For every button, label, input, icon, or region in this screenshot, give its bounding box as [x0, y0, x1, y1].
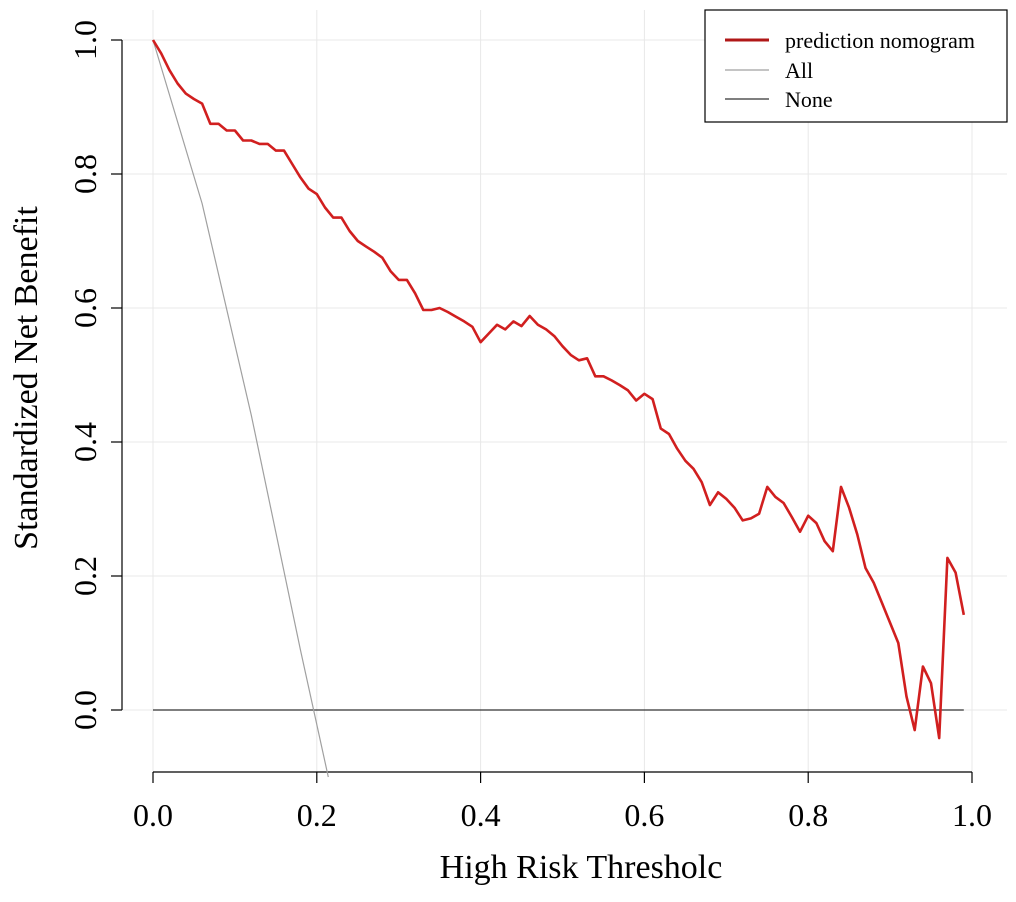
y-tick-label-5: 1.0 — [67, 20, 103, 60]
y-tick-label-3: 0.6 — [67, 288, 103, 328]
y-axis-title: Standardized Net Benefit — [8, 206, 45, 550]
x-tick-label-3: 0.6 — [624, 797, 664, 833]
legend-box — [704, 9, 1008, 123]
x-tick-label-1: 0.2 — [297, 797, 337, 833]
y-tick-label-0: 0.0 — [67, 690, 103, 730]
legend-label-prediction-nomogram: prediction nomogram — [785, 28, 975, 53]
x-tick-label-0: 0.0 — [133, 797, 173, 833]
x-tick-label-2: 0.4 — [461, 797, 501, 833]
y-tick-label-1: 0.2 — [67, 556, 103, 596]
y-tick-label-2: 0.4 — [67, 422, 103, 462]
series-line-all — [152, 39, 329, 778]
axes: 0.0 0.2 0.4 0.6 0.8 1.0 0.0 0.2 0.4 0.6 0.8 1.0 — [67, 20, 992, 833]
series-layer — [151, 39, 966, 778]
grid — [122, 10, 1007, 772]
y-tick-label-4: 0.8 — [67, 154, 103, 194]
series-line-prediction-nomogram — [151, 39, 966, 740]
legend-label-none: None — [785, 87, 833, 112]
x-tick-label-5: 1.0 — [952, 797, 992, 833]
x-tick-label-4: 0.8 — [788, 797, 828, 833]
legend: prediction nomogram All None — [704, 9, 1008, 123]
x-axis-title: High Risk Thresholc — [440, 849, 723, 886]
legend-label-all: All — [785, 58, 813, 83]
